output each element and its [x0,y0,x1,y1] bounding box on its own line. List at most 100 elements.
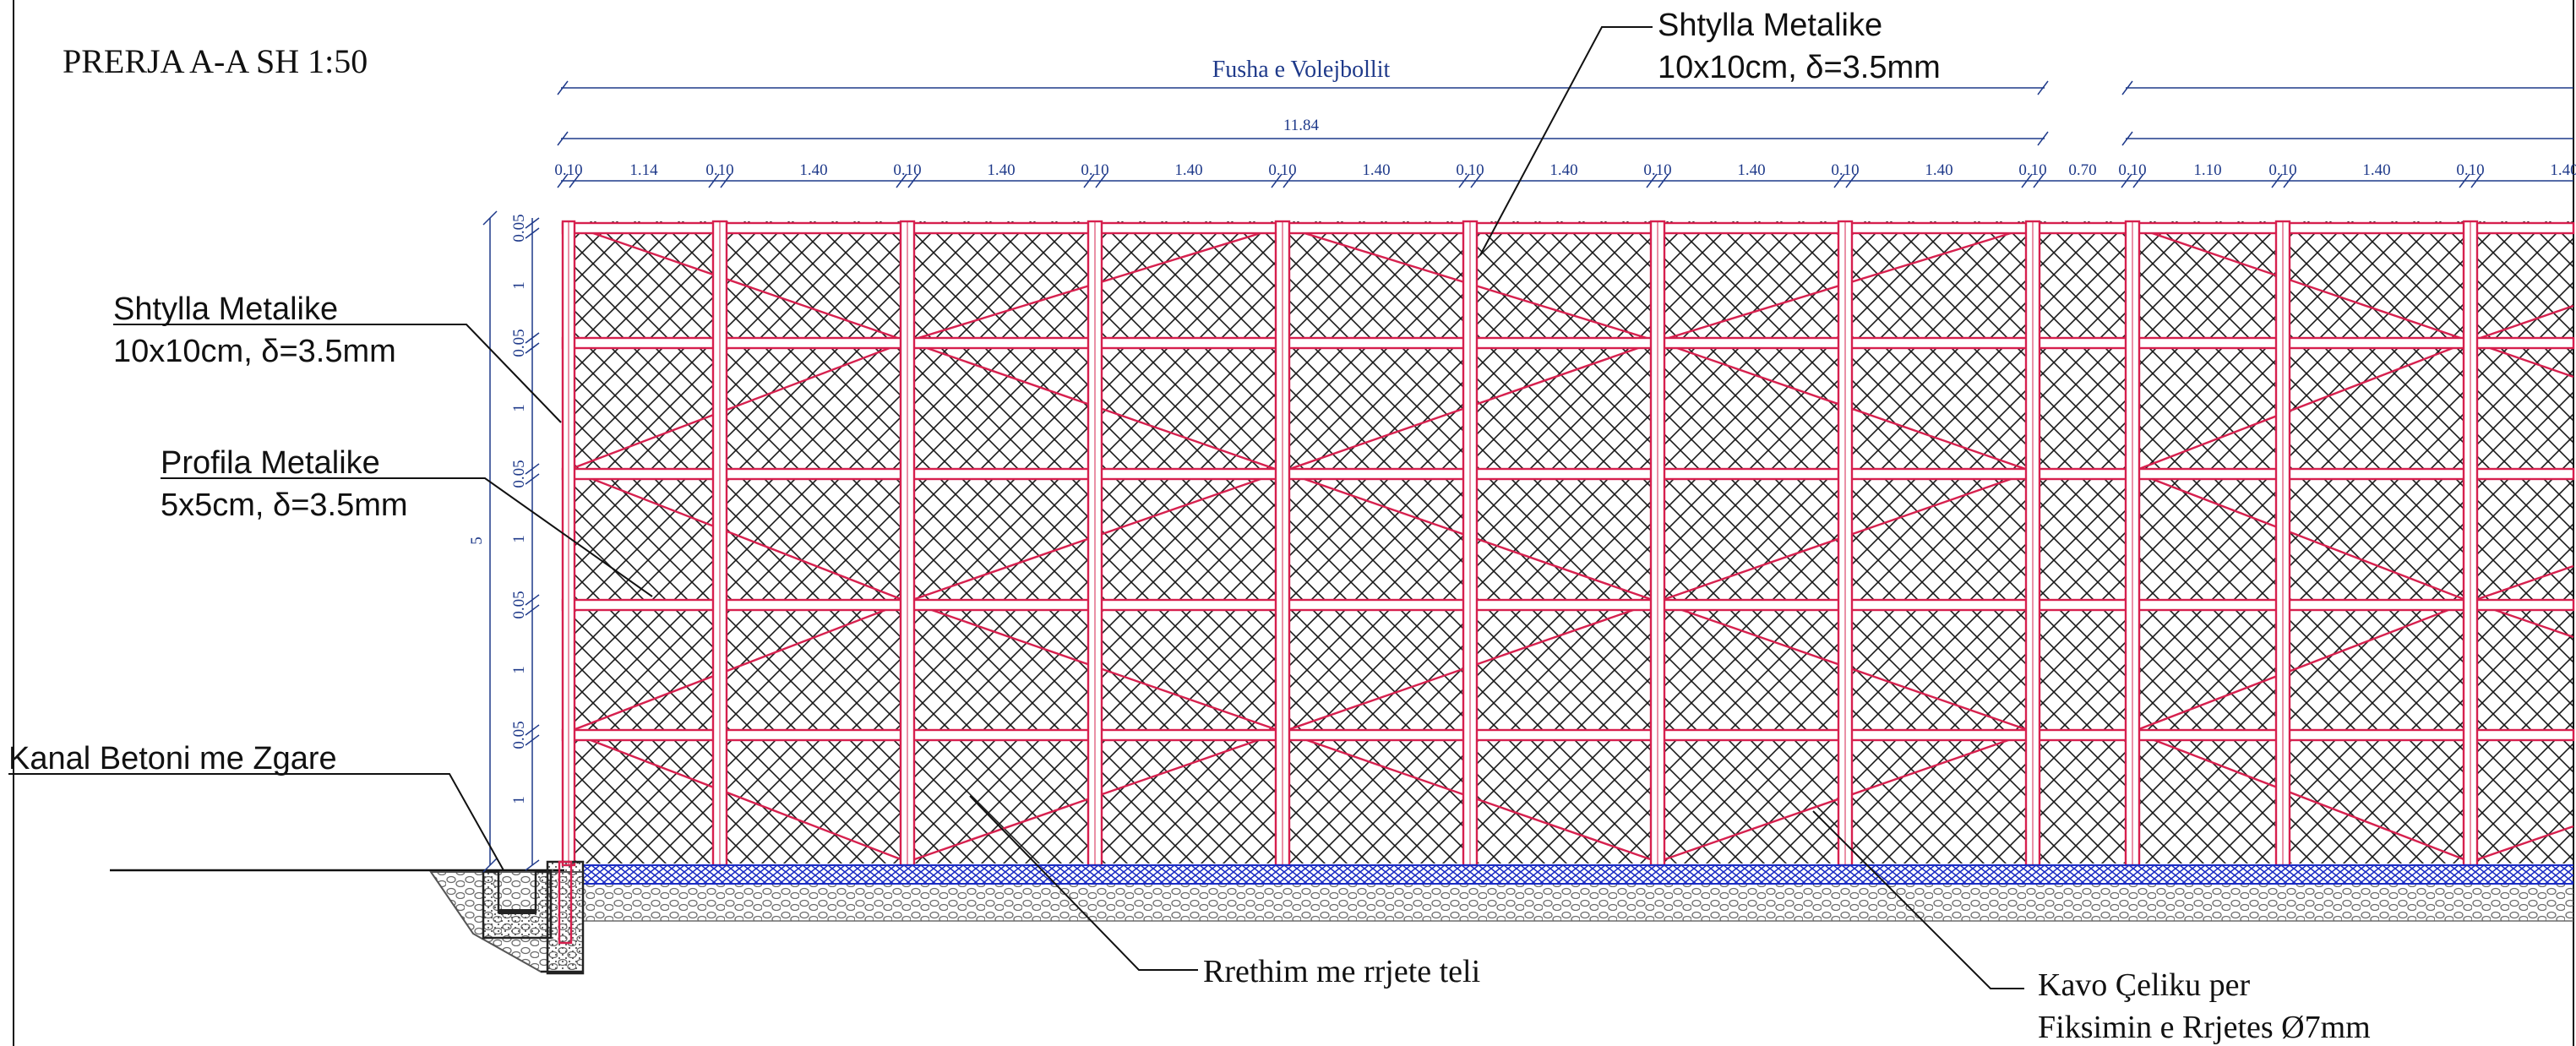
dim-tick-17 [2021,173,2033,188]
vertical-posts [561,220,2479,867]
vertical-segment-labels: 0.05 1 0.05 1 0.05 1 0.05 1 0.05 1 [510,214,528,804]
grating [498,909,536,914]
total-length-label: 11.84 [1283,117,1320,134]
segment-label-23: 0.10 [2456,161,2484,179]
segment-label-2: 1.14 [629,161,658,179]
vdim-tick-4 [525,342,540,354]
segment-label-7: 0.10 [1081,161,1108,179]
cable-18 [2470,564,2574,603]
leader-cable [1812,810,2024,989]
gravel-bed [583,884,2573,921]
dim-tick-15 [1833,173,1845,188]
vdim-tick-9 [525,724,540,736]
leader-lines [8,26,2024,989]
foundation-strip [583,865,2573,884]
dim-tick-20 [2132,173,2144,188]
callout-post-top-line1: Shtylla Metalike [1658,8,1882,43]
cable-1 [568,223,908,343]
vertical-label-3: 0.05 [510,329,528,357]
vdim-tick-2 [525,227,540,239]
dim-tick-16 [1845,173,1857,188]
callout-channel: Kanal Betoni me Zgare [8,741,337,776]
vertical-label-10: 1 [510,796,528,804]
dim-end-tick-1 [557,80,569,95]
callout-post-top-line2: 10x10cm, δ=3.5mm [1658,50,1941,85]
leader-profile [161,477,653,597]
vertical-label-4: 1 [510,404,528,412]
rail-4 [561,598,2575,612]
leader-post-top [1479,26,1653,256]
cable-6 [2470,304,2574,343]
foundation [110,860,2573,975]
segment-label-13: 0.10 [1643,161,1671,179]
dim-tick-13 [1646,173,1658,188]
cable-17 [2132,470,2471,603]
segment-label-6: 1.40 [987,161,1015,179]
segment-label-5: 0.10 [893,161,921,179]
vdim-total-tick-2 [482,858,498,873]
vdim-tick-3 [525,332,540,344]
dim-tick-19 [2121,173,2132,188]
dim-tick-23 [2459,173,2470,188]
segment-label-21: 0.10 [2268,161,2296,179]
dim-tick-24 [2470,173,2482,188]
vertical-label-7: 0.05 [510,591,528,618]
vertical-total-label: 5 [468,537,486,545]
vertical-label-5: 0.05 [510,460,528,488]
leader-channel [8,773,504,871]
cable-13 [568,468,908,603]
dim-end-tick-6 [2121,131,2133,146]
vertical-dimensions [482,210,540,873]
vdim-tick-10 [525,734,540,746]
cable-25 [568,730,908,863]
segment-label-18: 0.70 [2068,161,2096,179]
dim-tick-7 [1083,173,1095,188]
segment-label-22: 1.40 [2362,161,2390,179]
vdim-tick-11 [525,859,540,871]
rail-5 [561,728,2575,742]
rail-1 [561,221,2575,235]
segment-labels: 0.10 1.14 0.10 1.40 0.10 1.40 0.10 1.40 0.10 1.40… [554,161,2576,179]
dim-tick-2 [569,173,580,188]
dim-tick-4 [720,173,732,188]
segment-label-1: 0.10 [554,161,582,179]
callout-fence: Rrethim me rrjete teli [1203,954,1480,989]
dim-tick-18 [2033,173,2045,188]
dim-tick-9 [1271,173,1283,188]
vertical-label-1: 0.05 [510,214,528,242]
segment-label-16: 1.40 [1925,161,1952,179]
vdim-tick-6 [525,473,540,485]
concrete-channel [482,870,553,940]
horizontal-dimensions [557,80,2573,188]
segment-label-9: 0.10 [1268,161,1296,179]
cable-5 [2132,225,2471,343]
dim-end-tick-5 [2037,131,2049,146]
fence-mesh [564,221,2573,863]
drawing-title: PRERJA A-A SH 1:50 [63,42,368,80]
post-footing [546,860,585,975]
dim-tick-11 [1458,173,1470,188]
callout-profile-line2: 5x5cm, δ=3.5mm [161,488,408,523]
segment-label-3: 0.10 [705,161,733,179]
vdim-tick-5 [525,463,540,475]
cable-7 [568,340,908,471]
dim-tick-1 [557,173,569,188]
vdim-tick-8 [525,604,540,616]
cable-29 [2132,730,2471,863]
vertical-label-2: 1 [510,281,528,290]
vertical-label-6: 1 [510,535,528,543]
segment-label-10: 1.40 [1362,161,1390,179]
segment-label-17: 0.10 [2018,161,2046,179]
callout-post-left-line1: Shtylla Metalike [113,291,338,327]
leader-post-left [113,324,562,423]
segment-label-19: 0.10 [2118,161,2146,179]
post-embed [558,860,573,945]
rail-2 [561,336,2575,350]
callout-profile-line1: Profila Metalike [161,445,380,481]
segment-label-20: 1.10 [2193,161,2221,179]
dim-end-tick-2 [2037,80,2049,95]
vertical-label-9: 0.05 [510,721,528,749]
cable-11 [2132,340,2471,473]
dim-tick-8 [1095,173,1107,188]
